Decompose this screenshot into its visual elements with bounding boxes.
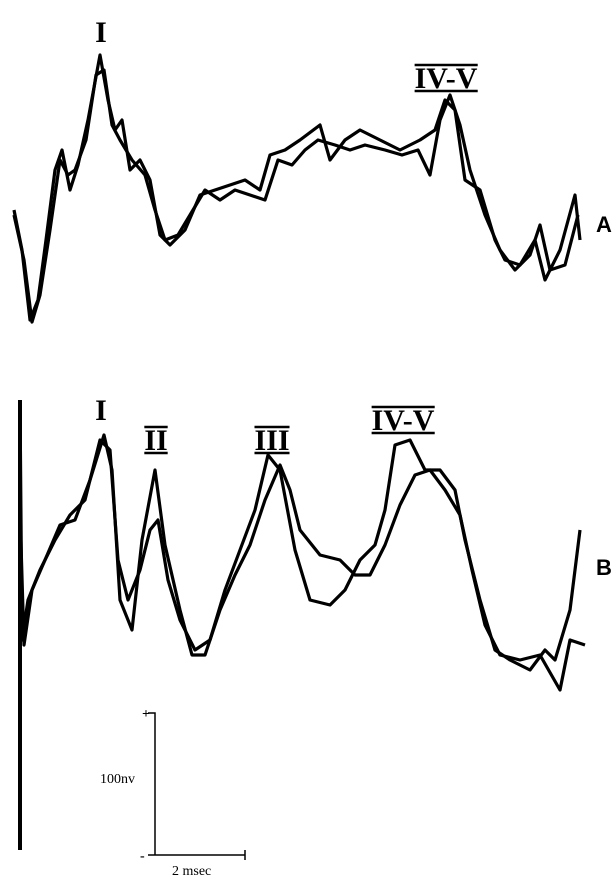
scale-bar bbox=[148, 712, 246, 860]
peak-label: IV-V bbox=[372, 404, 435, 437]
trace-b2 bbox=[18, 433, 586, 692]
scale-amplitude: 100nv bbox=[100, 772, 135, 787]
peak-label: III bbox=[254, 424, 289, 457]
peak-label: I bbox=[95, 394, 107, 427]
scale-plus: + bbox=[142, 707, 150, 722]
scale-time: 2 msec bbox=[172, 864, 211, 879]
scale-minus: - bbox=[140, 849, 145, 864]
trace-a2 bbox=[12, 68, 580, 324]
panel-label: A bbox=[596, 212, 612, 237]
peak-label: IV-V bbox=[415, 62, 478, 95]
peak-label: II bbox=[144, 424, 167, 457]
peak-label: I bbox=[95, 16, 107, 49]
panel-label: B bbox=[596, 555, 612, 580]
trace-a1 bbox=[12, 53, 582, 322]
